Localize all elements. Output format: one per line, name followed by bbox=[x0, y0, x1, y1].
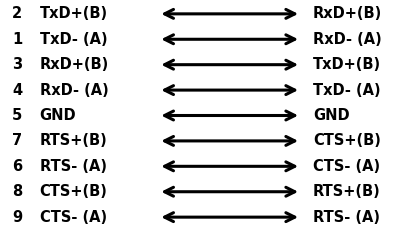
Text: GND: GND bbox=[313, 108, 349, 123]
Text: TxD+(B): TxD+(B) bbox=[313, 57, 381, 72]
Text: TxD- (A): TxD- (A) bbox=[40, 32, 107, 47]
Text: RTS+(B): RTS+(B) bbox=[40, 134, 107, 148]
Text: RTS- (A): RTS- (A) bbox=[313, 210, 380, 225]
Text: 2: 2 bbox=[12, 6, 22, 21]
Text: RTS+(B): RTS+(B) bbox=[313, 184, 381, 199]
Text: GND: GND bbox=[40, 108, 76, 123]
Text: 9: 9 bbox=[12, 210, 22, 225]
Text: 1: 1 bbox=[12, 32, 22, 47]
Text: 6: 6 bbox=[12, 159, 22, 174]
Text: 4: 4 bbox=[12, 83, 22, 97]
Text: RxD+(B): RxD+(B) bbox=[40, 57, 109, 72]
Text: TxD- (A): TxD- (A) bbox=[313, 83, 381, 97]
Text: CTS+(B): CTS+(B) bbox=[313, 134, 381, 148]
Text: CTS+(B): CTS+(B) bbox=[40, 184, 107, 199]
Text: CTS- (A): CTS- (A) bbox=[40, 210, 107, 225]
Text: 3: 3 bbox=[12, 57, 22, 72]
Text: RxD+(B): RxD+(B) bbox=[313, 6, 382, 21]
Text: 7: 7 bbox=[12, 134, 22, 148]
Text: RTS- (A): RTS- (A) bbox=[40, 159, 107, 174]
Text: TxD+(B): TxD+(B) bbox=[40, 6, 108, 21]
Text: CTS- (A): CTS- (A) bbox=[313, 159, 380, 174]
Text: RxD- (A): RxD- (A) bbox=[313, 32, 382, 47]
Text: 8: 8 bbox=[12, 184, 22, 199]
Text: 5: 5 bbox=[12, 108, 22, 123]
Text: RxD- (A): RxD- (A) bbox=[40, 83, 109, 97]
